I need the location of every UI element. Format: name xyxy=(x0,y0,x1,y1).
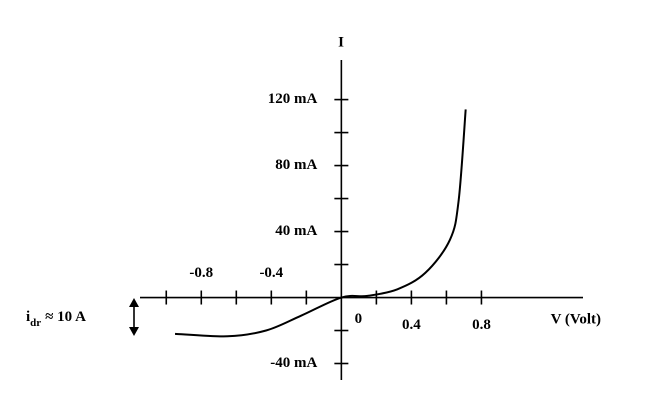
annotation-sub: dr xyxy=(30,317,41,329)
x-tick-label: 0.8 xyxy=(472,317,491,333)
iv-curve xyxy=(174,109,467,338)
x-tick-label: 0 xyxy=(355,311,363,327)
x-axis-label: V (Volt) xyxy=(551,311,601,327)
arrow-heads xyxy=(129,298,139,336)
y-tick-label: 120 mA xyxy=(268,91,318,107)
annotation-rest: ≈ 10 A xyxy=(45,309,86,325)
y-tick-label: -40 mA xyxy=(270,355,317,371)
y-tick-label: 40 mA xyxy=(275,223,317,239)
x-tick-label: -0.8 xyxy=(189,265,213,281)
y-axis-label: I xyxy=(338,34,344,50)
y-tick-label: 80 mA xyxy=(275,157,317,173)
annotation-main: i xyxy=(26,309,30,325)
x-tick-label: -0.4 xyxy=(259,265,283,281)
x-tick-label: 0.4 xyxy=(402,317,421,333)
annotation: idr ≈ 10 A xyxy=(26,309,86,328)
